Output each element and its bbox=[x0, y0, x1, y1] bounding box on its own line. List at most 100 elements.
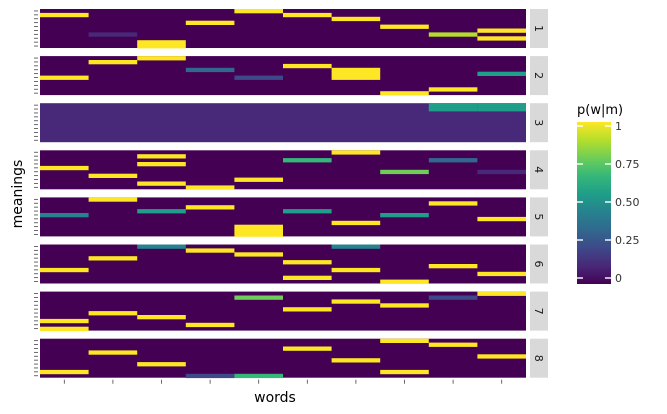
heatmap-cell bbox=[137, 162, 186, 167]
heatmap-cell bbox=[40, 326, 89, 331]
facet-background bbox=[40, 150, 526, 190]
heatmap-cell bbox=[283, 275, 332, 280]
heatmap-cell bbox=[428, 32, 478, 37]
heatmap-cell bbox=[88, 173, 138, 178]
heatmap-cell bbox=[331, 16, 381, 22]
heatmap-cell bbox=[331, 67, 381, 73]
heatmap-cell bbox=[283, 260, 332, 265]
heatmap-cell bbox=[331, 358, 381, 363]
heatmap-cell bbox=[88, 256, 138, 261]
heatmap-cell bbox=[88, 197, 138, 202]
heatmap-cell bbox=[234, 232, 283, 237]
facet-6: 6 bbox=[34, 244, 548, 284]
heatmap-cell bbox=[137, 40, 186, 45]
heatmap-cell bbox=[88, 60, 138, 65]
heatmap-cell bbox=[40, 267, 89, 273]
facet-3: 3 bbox=[34, 103, 548, 143]
facet-7: 7 bbox=[34, 291, 548, 331]
heatmap-cell bbox=[88, 311, 138, 316]
heatmap-cell bbox=[331, 244, 381, 249]
heatmap-cell bbox=[234, 228, 283, 233]
heatmap-cell bbox=[40, 12, 89, 18]
heatmap-cell bbox=[137, 315, 186, 320]
heatmap-cell bbox=[380, 338, 429, 343]
x-axis-title: words bbox=[254, 390, 296, 406]
facet-strip bbox=[530, 56, 548, 96]
heatmap-cell bbox=[283, 158, 332, 163]
legend-tick-label: 0 bbox=[615, 272, 622, 285]
heatmap-cell bbox=[283, 209, 332, 214]
heatmap-cell bbox=[380, 213, 429, 218]
heatmap-cell bbox=[428, 107, 478, 112]
heatmap-cell bbox=[137, 154, 186, 159]
facet-strip bbox=[530, 244, 548, 284]
heatmap-cell bbox=[283, 12, 332, 18]
heatmap-cell bbox=[477, 71, 526, 76]
heatmap-cell bbox=[40, 165, 89, 171]
heatmap-cell bbox=[185, 67, 235, 73]
heatmap-cell bbox=[477, 28, 526, 33]
heatmap-cell bbox=[331, 267, 381, 273]
heatmap-cell bbox=[185, 20, 235, 25]
legend-tick-label: 0.75 bbox=[615, 158, 640, 171]
heatmap-cell bbox=[477, 271, 526, 277]
heatmap-cell bbox=[88, 350, 138, 355]
heatmap-cell bbox=[137, 44, 186, 49]
legend-title: p(w|m) bbox=[577, 103, 623, 118]
heatmap-cell bbox=[331, 150, 381, 155]
heatmap-cell bbox=[477, 103, 526, 108]
heatmap-cell bbox=[331, 220, 381, 226]
heatmap-cell bbox=[185, 205, 235, 210]
heatmap-cell bbox=[137, 209, 186, 214]
facet-strip bbox=[530, 150, 548, 190]
heatmap-cell bbox=[40, 369, 89, 375]
heatmap-cell bbox=[380, 279, 429, 284]
heatmap-cell bbox=[428, 342, 478, 347]
heatmap-cell bbox=[283, 63, 332, 69]
facet-2: 2 bbox=[34, 56, 548, 96]
legend-tick-label: 0.50 bbox=[615, 196, 640, 209]
heatmap-cell bbox=[477, 169, 526, 175]
heatmap-cell bbox=[234, 373, 283, 379]
heatmap-cell bbox=[185, 185, 235, 190]
facet-strip-label: 7 bbox=[532, 308, 545, 315]
facet-strip-label: 5 bbox=[532, 213, 545, 220]
facet-strip bbox=[530, 103, 548, 143]
legend-tick-label: 0.25 bbox=[615, 234, 640, 247]
heatmap-cell bbox=[234, 224, 283, 229]
heatmap-cell bbox=[380, 24, 429, 29]
facet-strip bbox=[530, 338, 548, 378]
heatmap-cell bbox=[234, 295, 283, 300]
heatmap-cell bbox=[137, 56, 186, 61]
heatmap-cell bbox=[428, 201, 478, 206]
facet-panels: 1 2 3 4 5 6 7 8 bbox=[34, 9, 548, 379]
heatmap-cell bbox=[283, 346, 332, 351]
heatmap-cell bbox=[477, 216, 526, 222]
y-axis-title: meanings bbox=[10, 160, 26, 229]
facet-strip bbox=[530, 9, 548, 48]
heatmap-cell bbox=[428, 264, 478, 269]
heatmap-cell bbox=[40, 75, 89, 80]
heatmap-cell bbox=[234, 75, 283, 80]
heatmap-cell bbox=[477, 291, 526, 296]
heatmap-cell bbox=[331, 71, 381, 76]
facet-5: 5 bbox=[34, 197, 548, 237]
heatmap-cell bbox=[428, 87, 478, 92]
heatmap-cell bbox=[477, 36, 526, 41]
heatmap-cell bbox=[380, 169, 429, 175]
color-legend: p(w|m) 1 0.75 0.50 0.25 0 bbox=[577, 103, 640, 285]
heatmap-cell bbox=[234, 177, 283, 182]
heatmap-cell bbox=[428, 158, 478, 163]
facet-8: 8 bbox=[34, 338, 548, 379]
heatmap-cell bbox=[428, 295, 478, 300]
heatmap-cell bbox=[331, 75, 381, 80]
heatmap-cell bbox=[283, 307, 332, 312]
facet-strip bbox=[530, 197, 548, 237]
facet-strip-label: 4 bbox=[532, 166, 545, 173]
heatmap-cell bbox=[185, 373, 235, 379]
facet-strip-label: 8 bbox=[532, 355, 545, 362]
facet-4: 4 bbox=[34, 150, 548, 190]
heatmap-cell bbox=[380, 369, 429, 375]
legend-colorbar bbox=[577, 122, 611, 284]
